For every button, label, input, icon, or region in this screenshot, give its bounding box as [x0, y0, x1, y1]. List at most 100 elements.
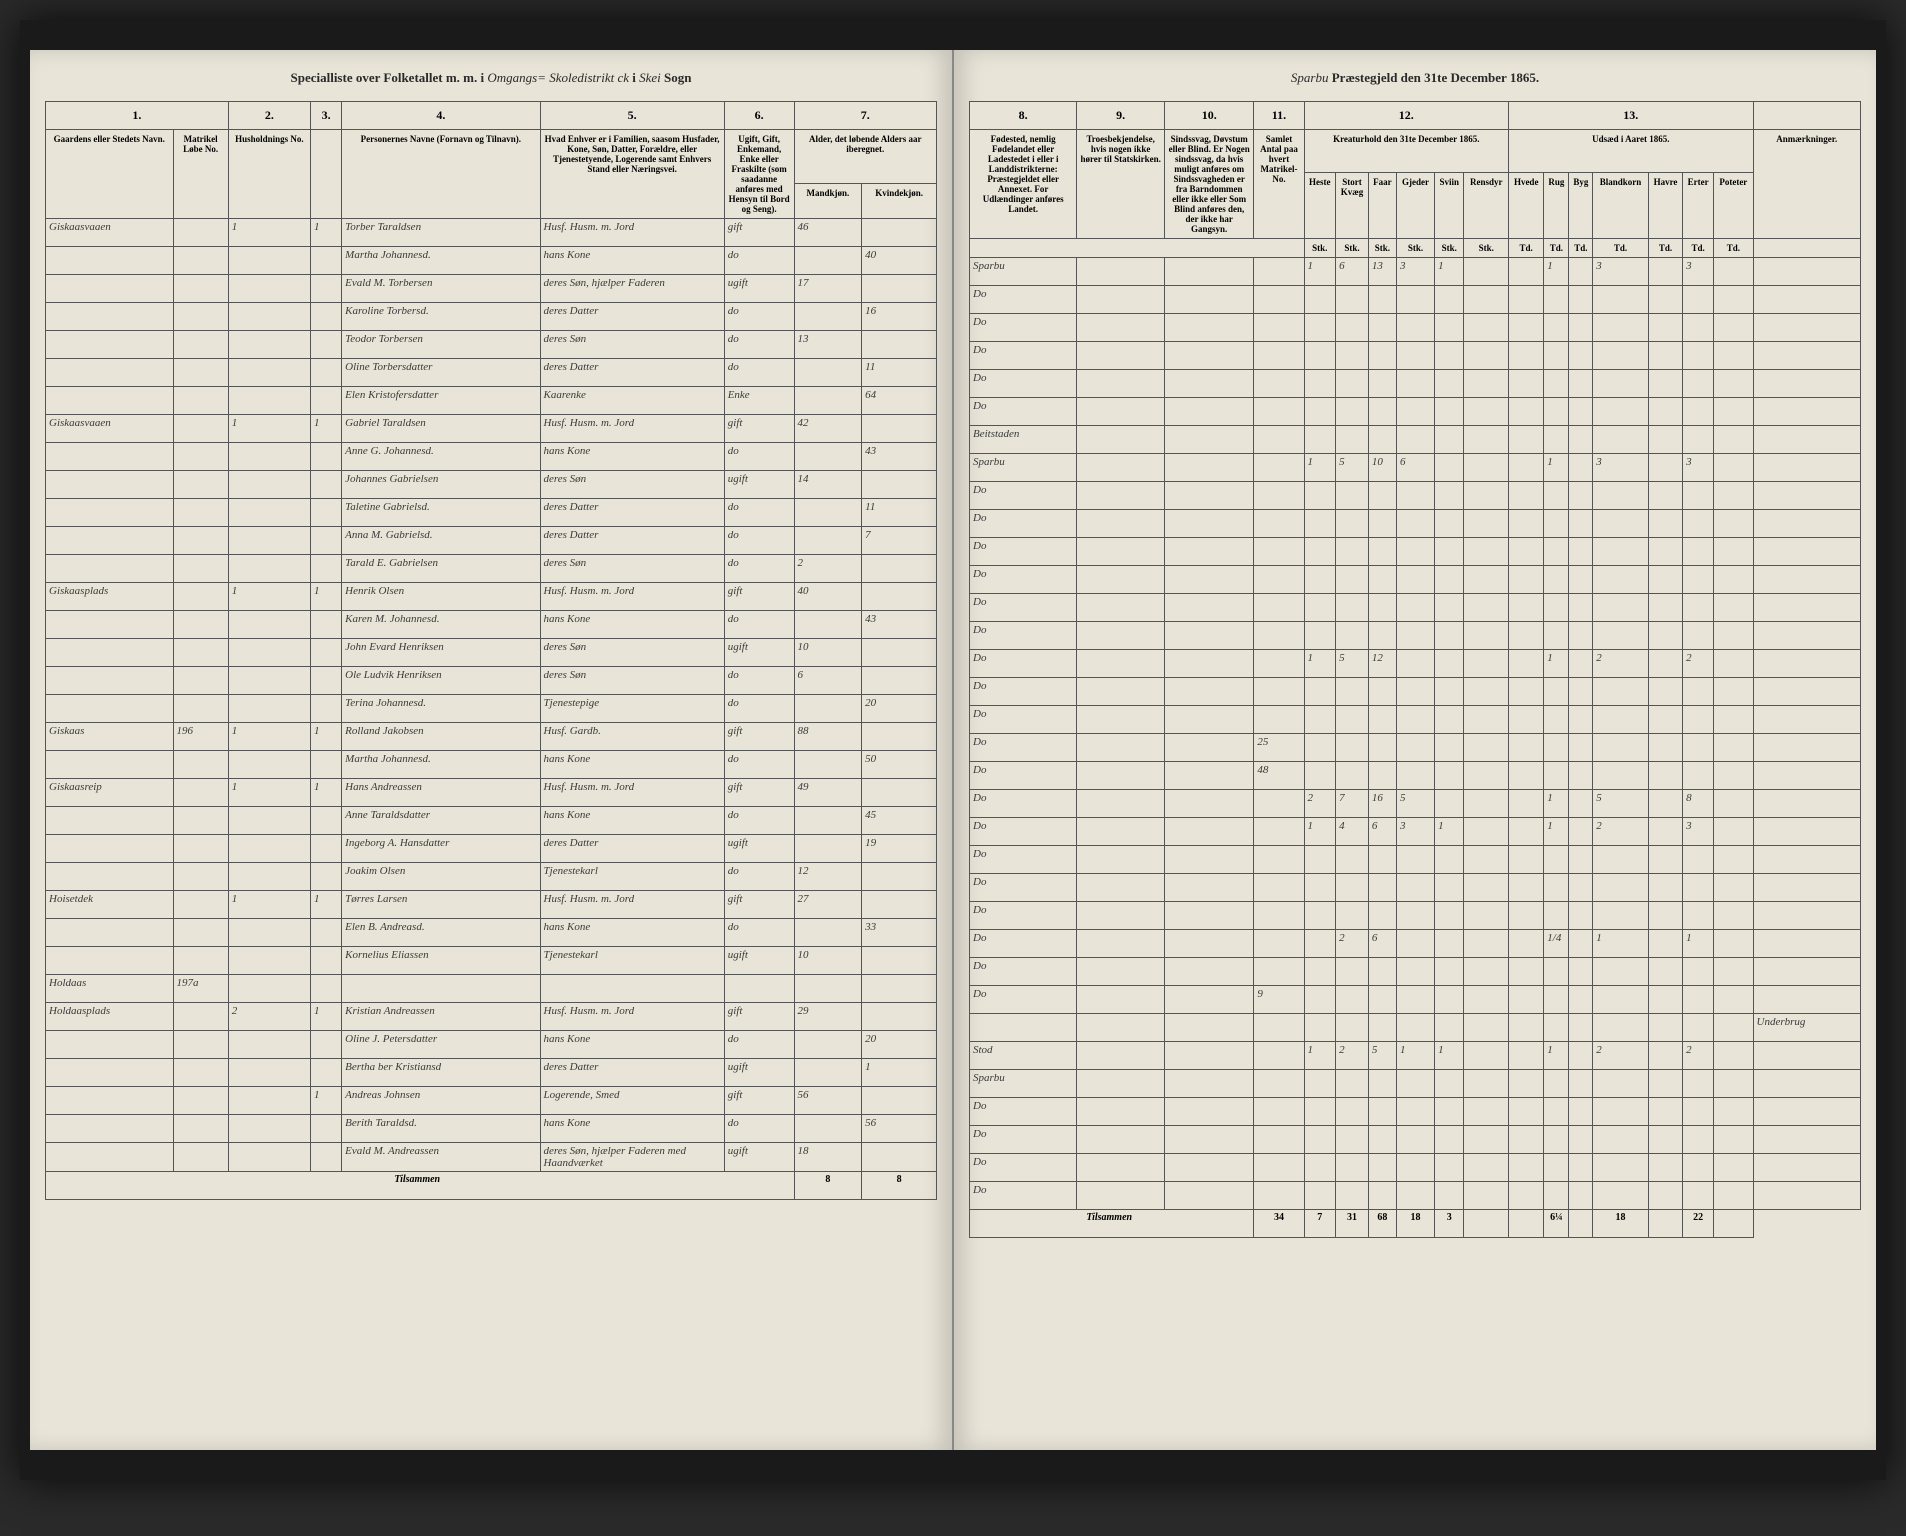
table-row: Evald M. Torbersen deres Søn, hjælper Fa… [46, 275, 937, 303]
cell-live-1 [1336, 1014, 1369, 1042]
sr6 [1464, 1210, 1509, 1238]
cell-live-1 [1336, 314, 1369, 342]
cell-live-1 [1336, 986, 1369, 1014]
cell-c11 [1254, 342, 1304, 370]
cell-live-5 [1464, 482, 1509, 510]
cell-seed-3: 1 [1593, 930, 1649, 958]
cell-k: 56 [862, 1115, 937, 1143]
cell-live-0 [1304, 1126, 1336, 1154]
cell-seed-1 [1544, 482, 1569, 510]
cell-live-0 [1304, 874, 1336, 902]
cell-rel: deres Datter [540, 303, 724, 331]
cell-m: 17 [794, 275, 862, 303]
cell-live-3 [1396, 482, 1434, 510]
cell-name: Kristian Andreassen [342, 1003, 540, 1031]
cell-seed-3 [1593, 510, 1649, 538]
cell-farm [46, 471, 174, 499]
cell-no [311, 387, 342, 415]
cell-status: do [724, 1115, 794, 1143]
cell-seed-5 [1683, 426, 1714, 454]
table-row: Do [970, 1154, 1861, 1182]
cell-name: Tørres Larsen [342, 891, 540, 919]
cell-live-1 [1336, 426, 1369, 454]
cell-mn [173, 387, 228, 415]
cell-live-3: 3 [1396, 818, 1434, 846]
cell-live-1 [1336, 706, 1369, 734]
cell-live-0: 1 [1304, 650, 1336, 678]
cell-hn: 1 [228, 415, 310, 443]
cell-rem [1753, 986, 1861, 1014]
cell-live-4 [1435, 510, 1464, 538]
cell-hn: 1 [228, 723, 310, 751]
cell-relig [1077, 1154, 1165, 1182]
cell-rel: Husf. Husm. m. Jord [540, 219, 724, 247]
cell-live-4 [1435, 314, 1464, 342]
cell-relig [1077, 510, 1165, 538]
cell-live-1 [1336, 846, 1369, 874]
cell-cond [1164, 426, 1253, 454]
cell-birth: Do [970, 482, 1077, 510]
cell-live-5 [1464, 286, 1509, 314]
cell-seed-4 [1648, 958, 1682, 986]
cell-relig [1077, 650, 1165, 678]
cell-seed-3 [1593, 762, 1649, 790]
cell-birth: Do [970, 930, 1077, 958]
cell-name [342, 975, 540, 1003]
cell-hn: 1 [228, 583, 310, 611]
cell-live-1: 2 [1336, 930, 1369, 958]
cell-live-1 [1336, 1154, 1369, 1182]
cell-cond [1164, 678, 1253, 706]
cell-relig [1077, 678, 1165, 706]
cell-farm [46, 331, 174, 359]
cell-birth: Do [970, 986, 1077, 1014]
cell-hn [228, 1115, 310, 1143]
cell-seed-5 [1683, 902, 1714, 930]
sr10: 18 [1593, 1210, 1649, 1238]
table-row: Do [970, 1126, 1861, 1154]
cell-c11: 48 [1254, 762, 1304, 790]
cell-live-3 [1396, 706, 1434, 734]
table-row: Berith Taraldsd. hans Kone do 56 [46, 1115, 937, 1143]
cell-c11 [1254, 286, 1304, 314]
cell-hn [228, 611, 310, 639]
cell-rel: hans Kone [540, 807, 724, 835]
cell-birth: Do [970, 1098, 1077, 1126]
table-row: Underbrug [970, 1014, 1861, 1042]
cell-seed-4 [1648, 286, 1682, 314]
cell-live-0 [1304, 342, 1336, 370]
cell-name: Hans Andreassen [342, 779, 540, 807]
cell-seed-2 [1569, 902, 1593, 930]
rc-10: 10. [1164, 102, 1253, 130]
cell-live-3 [1396, 622, 1434, 650]
cell-farm [46, 527, 174, 555]
cell-relig [1077, 426, 1165, 454]
cell-status: ugift [724, 1059, 794, 1087]
cell-seed-1 [1544, 706, 1569, 734]
cell-seed-3 [1593, 370, 1649, 398]
cell-c11 [1254, 566, 1304, 594]
cell-seed-3 [1593, 958, 1649, 986]
cell-name: Berith Taraldsd. [342, 1115, 540, 1143]
cell-status: do [724, 443, 794, 471]
cell-rel: deres Søn [540, 471, 724, 499]
cell-m [794, 527, 862, 555]
cell-live-5 [1464, 902, 1509, 930]
cell-no [311, 1031, 342, 1059]
cell-seed-3 [1593, 398, 1649, 426]
cell-seed-0 [1509, 594, 1544, 622]
cell-cond [1164, 538, 1253, 566]
h-no [311, 130, 342, 219]
cell-live-1 [1336, 370, 1369, 398]
cell-rem [1753, 678, 1861, 706]
cell-seed-2 [1569, 258, 1593, 286]
cell-live-5 [1464, 1126, 1509, 1154]
cell-rem [1753, 818, 1861, 846]
cell-name: Andreas Johnsen [342, 1087, 540, 1115]
table-row: Do [970, 678, 1861, 706]
cell-live-0: 1 [1304, 454, 1336, 482]
cell-c11 [1254, 370, 1304, 398]
cell-live-3: 5 [1396, 790, 1434, 818]
cell-live-5 [1464, 650, 1509, 678]
cell-name: Henrik Olsen [342, 583, 540, 611]
cell-live-1 [1336, 594, 1369, 622]
